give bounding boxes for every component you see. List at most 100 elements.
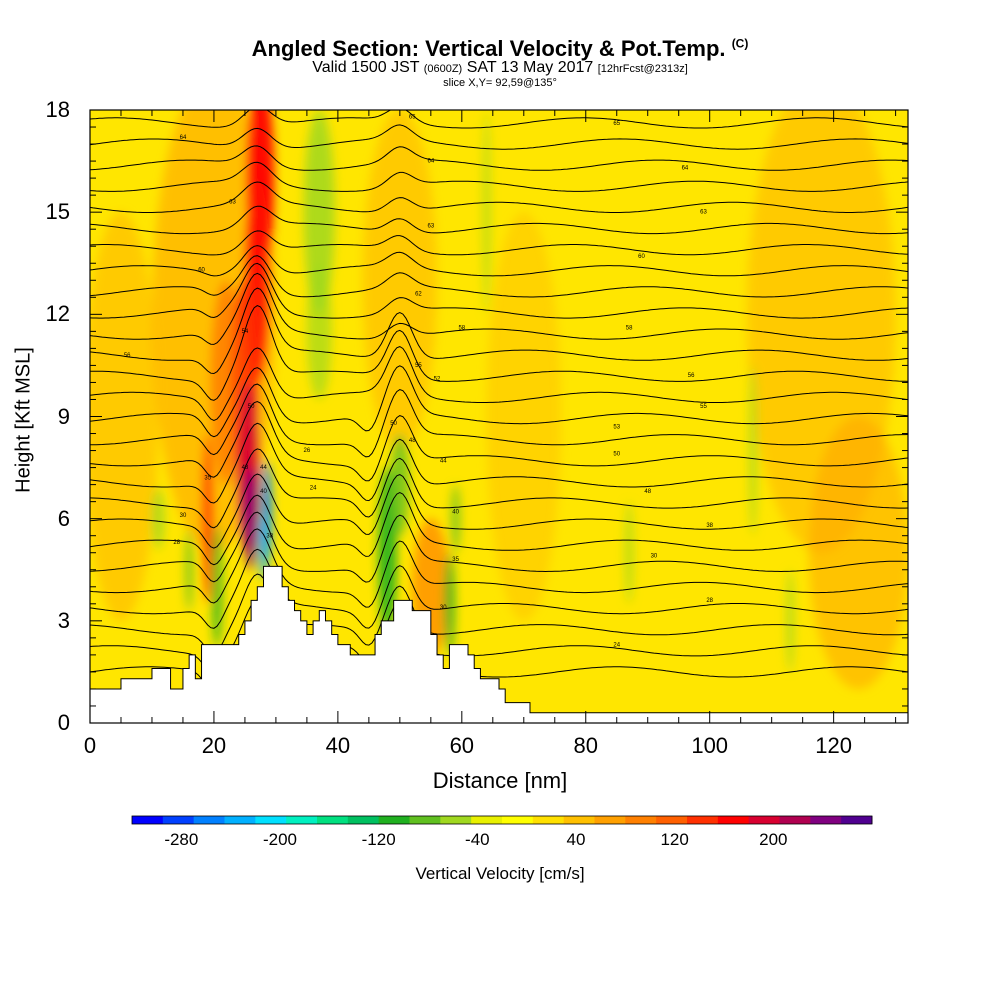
- isentrope-line: [90, 230, 908, 256]
- colorbar-swatch: [687, 816, 719, 824]
- x-tick-label: 100: [691, 733, 729, 758]
- chart-title: Angled Section: Vertical Velocity & Pot.…: [251, 36, 749, 61]
- isentrope-line: [90, 181, 908, 213]
- contour-label: 50: [613, 452, 620, 458]
- contour-label: 44: [440, 458, 447, 464]
- contour-label: 53: [613, 424, 620, 430]
- contour-label: 65: [613, 121, 620, 127]
- colorbar-swatch: [656, 816, 688, 824]
- velocity-cell: [482, 110, 491, 315]
- colorbar-swatch: [132, 816, 164, 824]
- contour-label: 63: [700, 210, 707, 216]
- contour-label: 24: [310, 486, 317, 492]
- isentrope-line: [90, 573, 908, 655]
- contour-label: 64: [682, 165, 689, 171]
- x-tick-label: 0: [83, 733, 97, 758]
- y-tick-label: 6: [57, 505, 70, 531]
- isentrope-line: [90, 205, 908, 235]
- contour-label: 40: [452, 509, 459, 515]
- x-axis-label: Distance [nm]: [432, 768, 568, 793]
- contour-label: 40: [260, 489, 267, 495]
- velocity-cell: [444, 552, 455, 655]
- colorbar-swatch: [625, 816, 657, 824]
- isentrope-line: [90, 272, 908, 345]
- colorbar-swatch: [378, 816, 410, 824]
- contour-label: 60: [198, 268, 205, 274]
- colorbar-swatch: [317, 816, 349, 824]
- slice-info: slice X,Y= 92,59@135°: [443, 77, 557, 89]
- contour-label: 52: [434, 377, 441, 383]
- colorbar-swatch: [162, 816, 195, 824]
- velocity-cell: [259, 511, 268, 580]
- isentrope-line: [90, 110, 908, 129]
- isentrope-line: [90, 124, 908, 150]
- y-tick-label: 9: [57, 403, 70, 429]
- isentrope-line: [90, 473, 908, 549]
- colorbar-swatch: [594, 816, 626, 824]
- contour-label: 62: [415, 291, 422, 297]
- colorbar-swatch: [532, 816, 565, 824]
- contour-label: 30: [180, 513, 187, 519]
- colorbar-swatch: [717, 816, 750, 824]
- x-tick-label: 60: [449, 733, 475, 758]
- x-tick-label: 40: [325, 733, 351, 758]
- contour-label: 60: [638, 254, 645, 260]
- contour-label: 30: [440, 605, 447, 611]
- colorbar-swatch: [471, 816, 503, 824]
- colorbar-swatch: [286, 816, 318, 824]
- isentrope-line: [90, 528, 908, 608]
- y-tick-label: 12: [45, 301, 70, 327]
- contour-label: 50: [390, 421, 397, 427]
- contour-label: 63: [229, 200, 236, 206]
- velocity-cell: [808, 416, 908, 689]
- colorbar-tick-label: 120: [660, 830, 689, 849]
- colorbar-swatch: [347, 816, 380, 824]
- colorbar-swatch: [563, 816, 595, 824]
- contour-label: 24: [613, 642, 620, 648]
- contour-label: 48: [644, 489, 651, 495]
- contour-label: 50: [248, 404, 255, 410]
- isentrope-line: [90, 548, 908, 629]
- y-tick-label: 15: [45, 199, 70, 225]
- velocity-cell: [390, 433, 410, 536]
- y-tick-label: 0: [57, 710, 70, 735]
- contour-label: 55: [700, 404, 707, 410]
- contour-label: 64: [427, 159, 434, 165]
- x-tick-label: 120: [815, 733, 852, 758]
- colorbar-swatch: [810, 816, 842, 824]
- x-tick-label: 80: [573, 733, 598, 758]
- contour-label: 55: [415, 363, 422, 369]
- isentrope-line: [90, 262, 908, 319]
- isentrope-line: [90, 245, 908, 277]
- colorbar-tick-label: -120: [361, 830, 396, 849]
- contour-label: 65: [409, 114, 416, 120]
- chart-subtitle: Valid 1500 JST (0600Z) SAT 13 May 2017 […: [312, 59, 688, 76]
- contour-label: 56: [688, 373, 695, 379]
- colorbar-swatch: [224, 816, 256, 824]
- colorbar-swatch: [193, 816, 225, 824]
- colorbar-tick-label: -280: [164, 830, 199, 849]
- contour-label: 35: [452, 557, 459, 563]
- colorbar-tick-label: 200: [759, 830, 788, 849]
- colorbar-tick-label: -200: [262, 830, 298, 849]
- y-tick-label: 3: [57, 607, 70, 633]
- colorbar-swatch: [409, 816, 441, 824]
- isentrope-line: [90, 448, 908, 529]
- contour-label: 28: [706, 598, 713, 604]
- isentrope-line: [90, 422, 908, 504]
- contour-label: 48: [409, 438, 416, 444]
- velocity-cell: [243, 467, 259, 570]
- terrain-profile: [90, 565, 908, 723]
- isentrope-line: [90, 400, 908, 482]
- velocity-cell: [362, 110, 438, 451]
- contour-label: 56: [124, 353, 131, 359]
- colorbar-title: Vertical Velocity [cm/s]: [415, 864, 585, 883]
- contour-label: 38: [266, 533, 273, 539]
- isentrope-line: [90, 492, 908, 566]
- colorbar-swatch: [841, 816, 873, 824]
- velocity-cell: [212, 525, 222, 649]
- contour-label: 64: [180, 135, 187, 141]
- colorbar-swatch: [748, 816, 780, 824]
- velocity-cell: [786, 569, 794, 672]
